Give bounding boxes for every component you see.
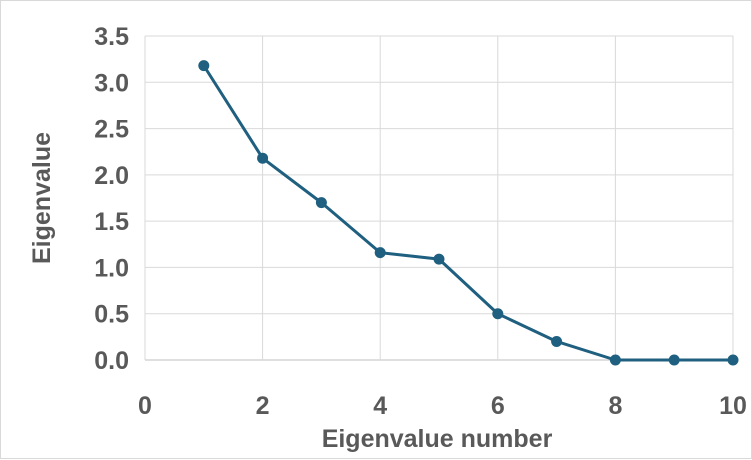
y-tick-label: 1.5	[94, 208, 129, 236]
series	[198, 60, 739, 366]
y-tick-label: 3.5	[94, 23, 129, 51]
series-line	[202, 64, 733, 362]
data-point	[433, 253, 445, 265]
y-axis-title: Eigenvalue	[28, 132, 56, 264]
data-point	[727, 354, 739, 366]
data-point	[668, 354, 680, 366]
data-point	[492, 308, 504, 320]
x-tick-label: 0	[138, 392, 152, 420]
data-point	[609, 354, 621, 366]
data-point	[315, 197, 327, 209]
data-point	[257, 152, 269, 164]
y-tick-label: 1.0	[94, 254, 129, 282]
x-tick-label: 8	[608, 392, 622, 420]
x-tick-label: 10	[719, 392, 747, 420]
data-point	[551, 335, 563, 347]
y-tick-label: 2.0	[94, 162, 129, 190]
y-tick-label: 3.0	[94, 69, 129, 97]
y-tick-label: 0.0	[94, 347, 129, 375]
x-tick-label: 4	[373, 392, 387, 420]
tick-labels: 0.0 0.5 1.0 1.5 2.0 2.5 3.0 3.5 0 2 4 6 8 10	[94, 23, 747, 420]
x-tick-label: 6	[491, 392, 505, 420]
data-point	[198, 60, 210, 72]
x-axis-title: Eigenvalue number	[322, 425, 553, 453]
data-point	[374, 247, 386, 259]
x-tick-label: 2	[256, 392, 270, 420]
y-tick-label: 0.5	[94, 301, 129, 329]
y-tick-label: 2.5	[94, 116, 129, 144]
grid	[144, 35, 734, 361]
